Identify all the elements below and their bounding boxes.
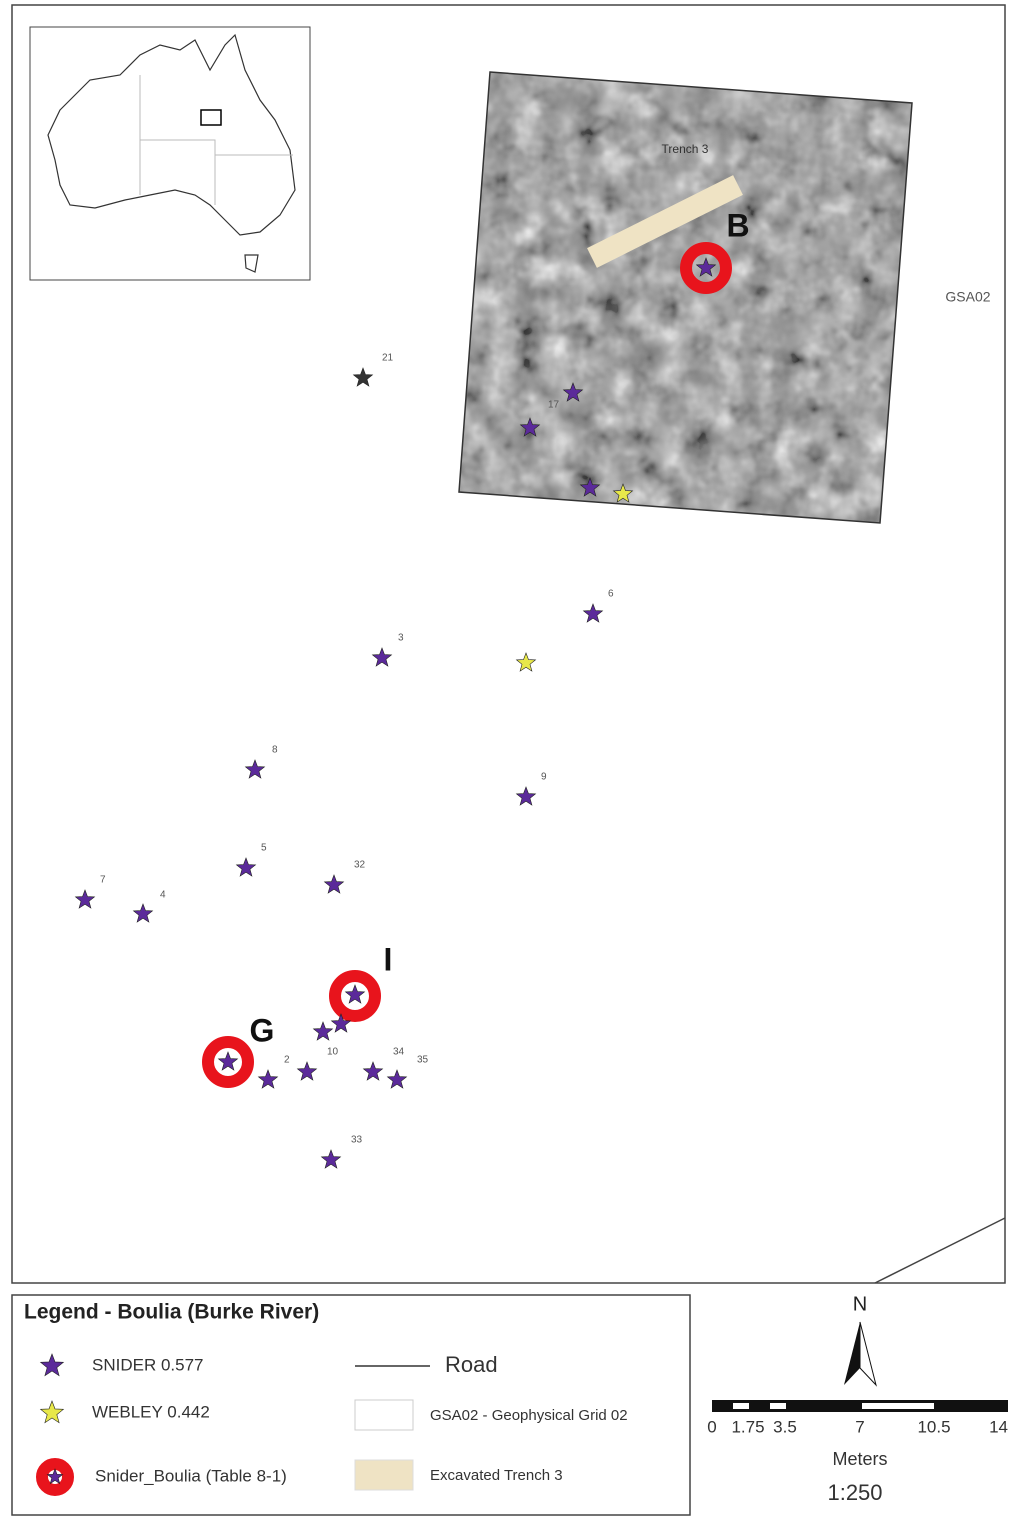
legend-grid-swatch bbox=[355, 1400, 413, 1430]
scale-tick-label: 1.75 bbox=[731, 1417, 764, 1436]
point-label: 21 bbox=[382, 353, 394, 364]
point-label: 8 bbox=[272, 745, 278, 756]
scale-unit: Meters bbox=[832, 1449, 887, 1469]
legend-label: Excavated Trench 3 bbox=[430, 1467, 563, 1484]
geophysical-grid bbox=[455, 70, 915, 526]
scale-tick-label: 3.5 bbox=[773, 1417, 797, 1436]
north-arrow bbox=[844, 1322, 860, 1385]
scale-tick-label: 7 bbox=[855, 1417, 864, 1436]
north-label: N bbox=[853, 1293, 867, 1315]
point-label: 4 bbox=[160, 890, 166, 901]
point-label: 7 bbox=[100, 875, 106, 886]
scale-tick-label: 10.5 bbox=[917, 1417, 950, 1436]
point-label: 34 bbox=[393, 1047, 405, 1058]
legend-label: GSA02 - Geophysical Grid 02 bbox=[430, 1407, 628, 1424]
point-label: 33 bbox=[351, 1135, 363, 1146]
point-label: 10 bbox=[327, 1047, 339, 1058]
point-label: 17 bbox=[548, 400, 560, 411]
point-label: 2 bbox=[284, 1055, 290, 1066]
point-label: 9 bbox=[541, 772, 547, 783]
grid-label: GSA02 bbox=[945, 289, 990, 305]
point-label: 5 bbox=[261, 843, 267, 854]
legend-label: Snider_Boulia (Table 8-1) bbox=[95, 1466, 287, 1485]
point-label: 32 bbox=[354, 860, 366, 871]
site-letter: B bbox=[726, 207, 749, 243]
page: 21 17 6 3 8 9 5 32 7 4 10 2 34 35 33 B I G GSA02 Trench 3 L… bbox=[0, 0, 1016, 1519]
site-letter: I bbox=[384, 941, 393, 977]
legend-label: SNIDER 0.577 bbox=[92, 1355, 204, 1374]
trench-label: Trench 3 bbox=[662, 142, 709, 156]
scale-ratio: 1:250 bbox=[827, 1480, 882, 1505]
legend-label: Road bbox=[445, 1352, 498, 1377]
point-label: 6 bbox=[608, 589, 614, 600]
scale-tick-label: 14 bbox=[989, 1417, 1008, 1436]
point-label: 35 bbox=[417, 1055, 429, 1066]
north-arrow bbox=[860, 1322, 876, 1385]
scale-bar bbox=[712, 1400, 1008, 1412]
point-label: 3 bbox=[398, 633, 404, 644]
site-letter: G bbox=[250, 1012, 275, 1048]
legend-title: Legend - Boulia (Burke River) bbox=[24, 1301, 319, 1324]
legend-trench-swatch bbox=[355, 1460, 413, 1490]
legend-label: WEBLEY 0.442 bbox=[92, 1402, 210, 1421]
scale-tick-label: 0 bbox=[707, 1417, 716, 1436]
